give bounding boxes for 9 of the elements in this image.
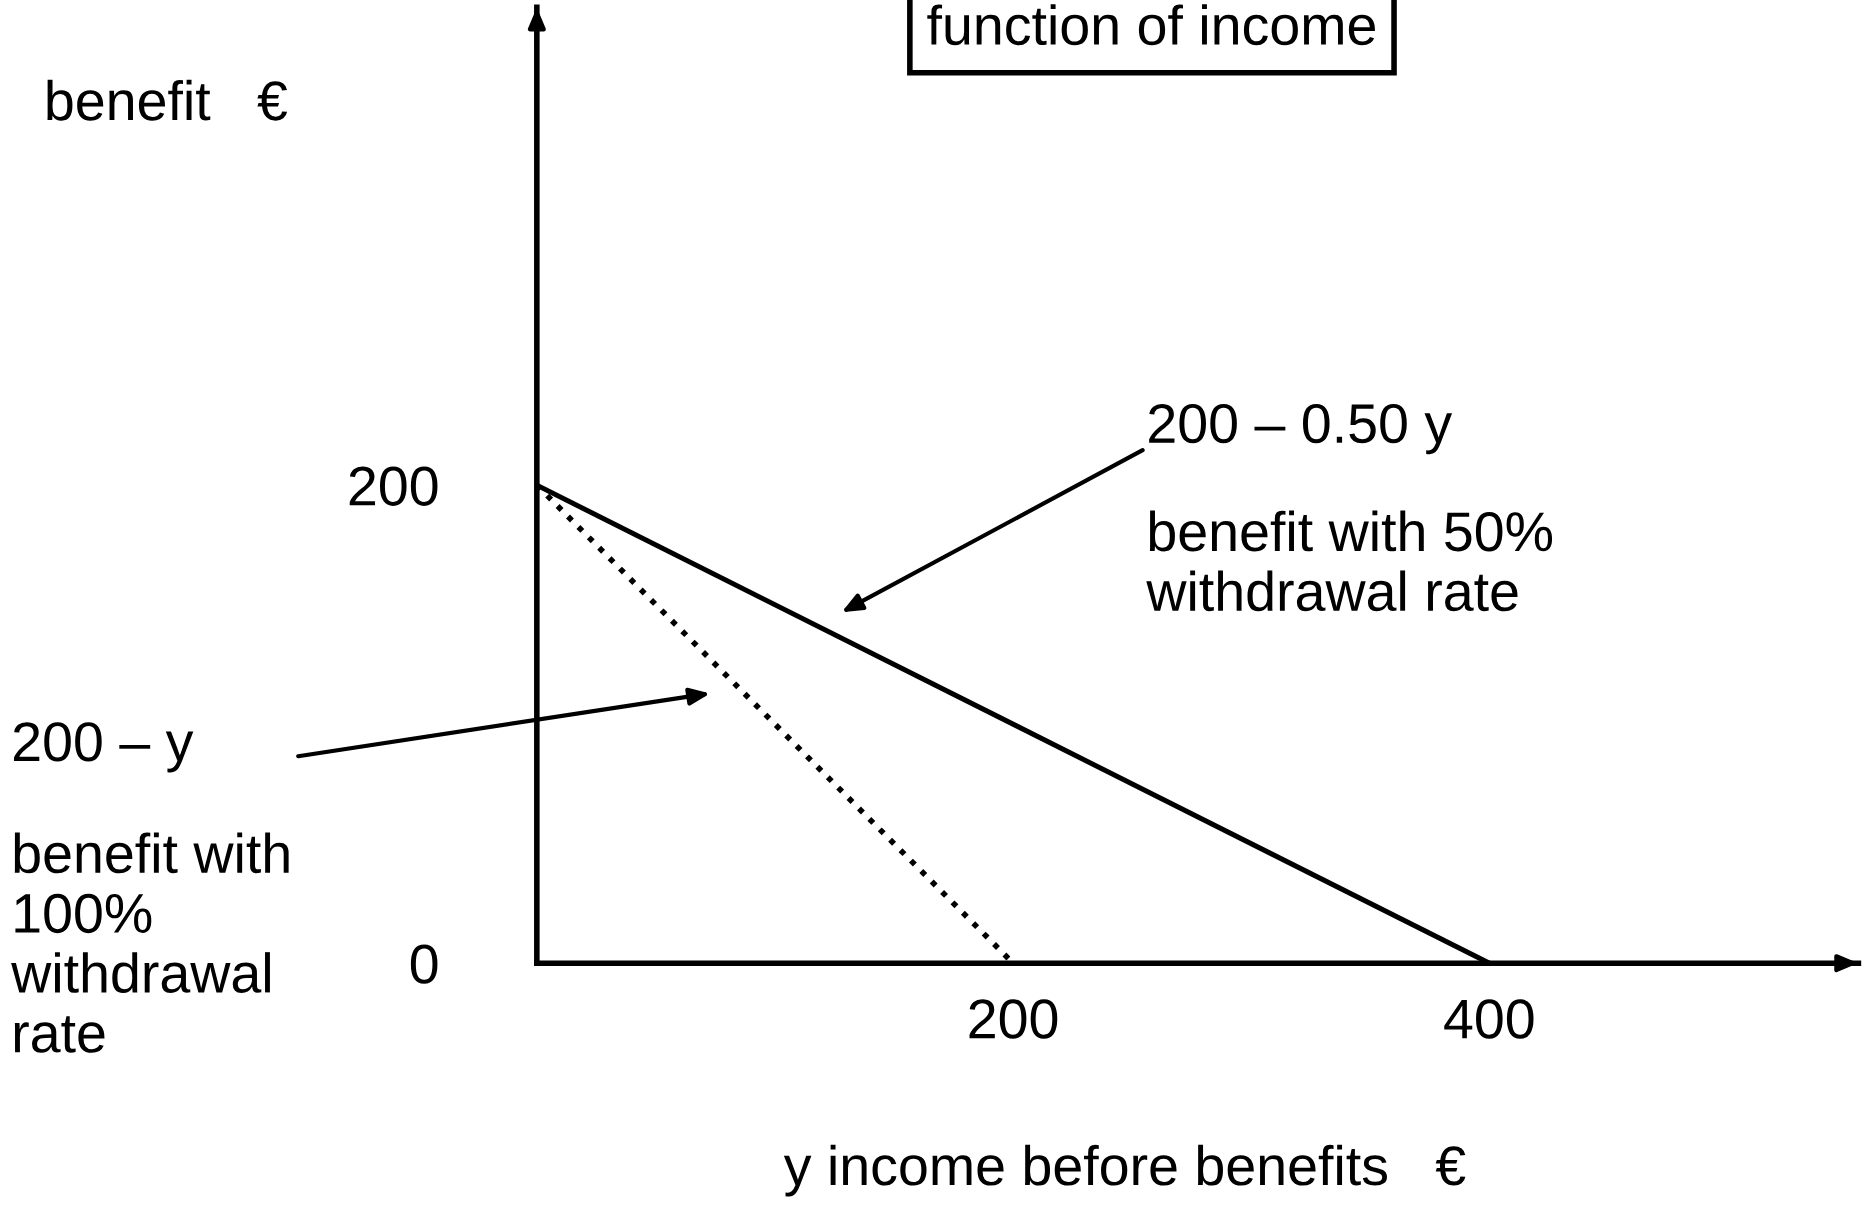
text: 200 – y <box>13 722 194 773</box>
text: benefit with 100% withdrawal rate <box>11 832 289 1053</box>
chart-title: function of income <box>927 4 1375 46</box>
y-tick-label: 0 <box>410 944 438 984</box>
x-axis-title: y income before benefits € <box>783 1144 1466 1197</box>
x-tick-label: 400 <box>1444 999 1534 1039</box>
y-axis-title: benefit € <box>47 79 288 121</box>
annotation: 200 – 0.50 y <box>1149 403 1453 455</box>
annotation: benefit with 50% withdrawal rate <box>1146 510 1553 612</box>
